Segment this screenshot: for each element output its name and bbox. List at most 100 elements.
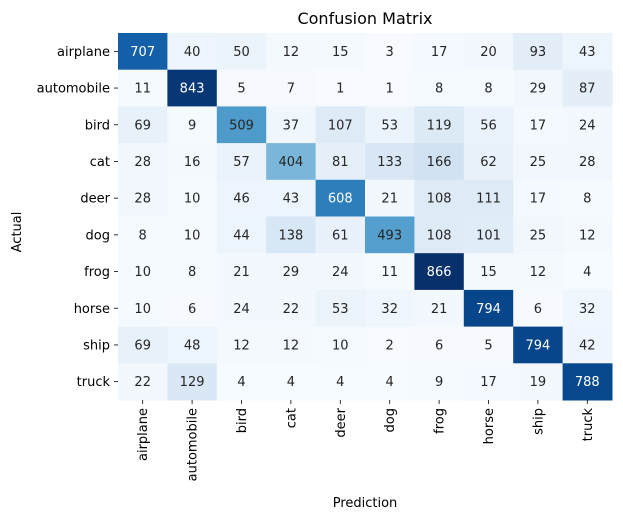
cell-value-label: 10: [134, 265, 151, 280]
cell-value-label: 4: [287, 375, 295, 390]
heatmap-cell: [513, 106, 564, 144]
heatmap-cell: [365, 69, 415, 107]
cell-value-label: 8: [583, 192, 591, 207]
heatmap-cell: [216, 326, 267, 364]
heatmap-cell: [216, 143, 267, 181]
heatmap-cell: [562, 326, 613, 364]
cell-value-label: 608: [328, 192, 353, 207]
cell-value-label: 43: [283, 192, 300, 207]
x-tick-label: airplane: [136, 408, 151, 461]
heatmap-cell: [315, 253, 366, 291]
cell-value-label: 10: [134, 302, 151, 317]
cell-value-label: 6: [435, 338, 443, 353]
heatmap-cell: [216, 33, 267, 71]
cell-value-label: 12: [579, 228, 596, 243]
heatmap-cell: [513, 326, 564, 364]
heatmap-cell: [513, 363, 564, 401]
heatmap-cell: [463, 106, 514, 144]
cell-value-label: 404: [278, 155, 303, 170]
cell-value-label: 8: [139, 228, 147, 243]
cell-value-label: 57: [233, 155, 250, 170]
cell-value-label: 12: [233, 338, 250, 353]
heatmap-cell: [414, 363, 465, 401]
heatmap-cell: [562, 106, 613, 144]
heatmap-cell: [167, 106, 218, 144]
cell-value-label: 7: [287, 82, 295, 97]
heatmap-cell: [118, 253, 168, 291]
cell-value-label: 788: [575, 375, 600, 390]
y-tick-label: truck: [77, 375, 111, 390]
heatmap-cell: [463, 363, 514, 401]
cell-value-label: 46: [233, 192, 250, 207]
heatmap-cell: [118, 106, 168, 144]
heatmap-cell: [266, 143, 317, 181]
heatmap-cell: [513, 179, 564, 217]
heatmap-cell: [414, 326, 465, 364]
heatmap-cell: [562, 143, 613, 181]
cell-value-label: 12: [283, 45, 300, 60]
x-tick-label: automobile: [186, 408, 201, 481]
heatmap-cell: [414, 289, 465, 328]
heatmap-cell: [266, 33, 317, 71]
heatmap-cell: [266, 216, 317, 254]
y-tick-label: dog: [86, 228, 110, 243]
y-axis-ticks: airplane automobile bird cat deer dog frog hors…: [37, 45, 118, 390]
heatmap-cell: [463, 179, 514, 217]
heatmap-cell: [118, 289, 168, 328]
cell-value-label: 794: [476, 302, 501, 317]
cell-value-label: 12: [530, 265, 547, 280]
cell-value-label: 87: [579, 82, 596, 97]
cell-value-label: 6: [534, 302, 542, 317]
heatmap-cell: [414, 33, 465, 71]
heatmap-cell: [315, 216, 366, 254]
cell-value-label: 19: [530, 375, 547, 390]
heatmap-cell: [167, 33, 218, 71]
cell-value-label: 56: [480, 118, 497, 133]
cell-value-label: 20: [480, 45, 497, 60]
heatmap-cell: [266, 179, 317, 217]
cell-value-label: 866: [427, 265, 452, 280]
heatmap-cell: [365, 289, 415, 328]
heatmap-cell: [414, 69, 465, 107]
heatmap-cell: [463, 69, 514, 107]
cell-value-label: 17: [530, 118, 547, 133]
cell-value-label: 8: [484, 82, 492, 97]
y-tick-label: frog: [84, 265, 110, 280]
heatmap-cell: [365, 179, 415, 217]
cell-value-label: 21: [431, 302, 448, 317]
heatmap-cell: [562, 363, 613, 401]
y-tick-label: ship: [83, 338, 110, 353]
heatmap-cell: [167, 216, 218, 254]
cell-value-label: 843: [180, 82, 205, 97]
heatmap-cell: [463, 253, 514, 291]
cell-value-label: 25: [530, 155, 547, 170]
cell-value-label: 22: [283, 302, 300, 317]
cell-value-label: 62: [480, 155, 497, 170]
x-axis-ticks: airplane automobile bird cat deer dog frog hors…: [136, 400, 596, 481]
cell-value-label: 93: [530, 45, 547, 60]
cell-value-label: 53: [332, 302, 349, 317]
cell-value-label: 40: [184, 45, 201, 60]
cell-value-label: 25: [530, 228, 547, 243]
cell-value-label: 17: [431, 45, 448, 60]
cell-value-label: 42: [579, 338, 596, 353]
heatmap-cell: [562, 289, 613, 328]
heatmap-cell: [315, 106, 366, 144]
cell-value-label: 8: [435, 82, 443, 97]
cell-value-label: 16: [184, 155, 201, 170]
cell-value-label: 101: [476, 228, 501, 243]
x-tick-label: deer: [334, 407, 349, 437]
heatmap-cell: [463, 33, 514, 71]
cell-value-label: 8: [188, 265, 196, 280]
heatmap-cell: [365, 143, 415, 181]
cell-value-label: 794: [525, 338, 550, 353]
heatmap-cell: [463, 216, 514, 254]
heatmap-cell: [266, 253, 317, 291]
heatmap-cell: [463, 289, 514, 328]
heatmap-cell: [365, 326, 415, 364]
cell-value-label: 107: [328, 118, 353, 133]
cell-value-label: 10: [184, 228, 201, 243]
cell-value-label: 24: [332, 265, 349, 280]
cell-value-label: 4: [237, 375, 245, 390]
heatmap-cell: [118, 143, 168, 181]
